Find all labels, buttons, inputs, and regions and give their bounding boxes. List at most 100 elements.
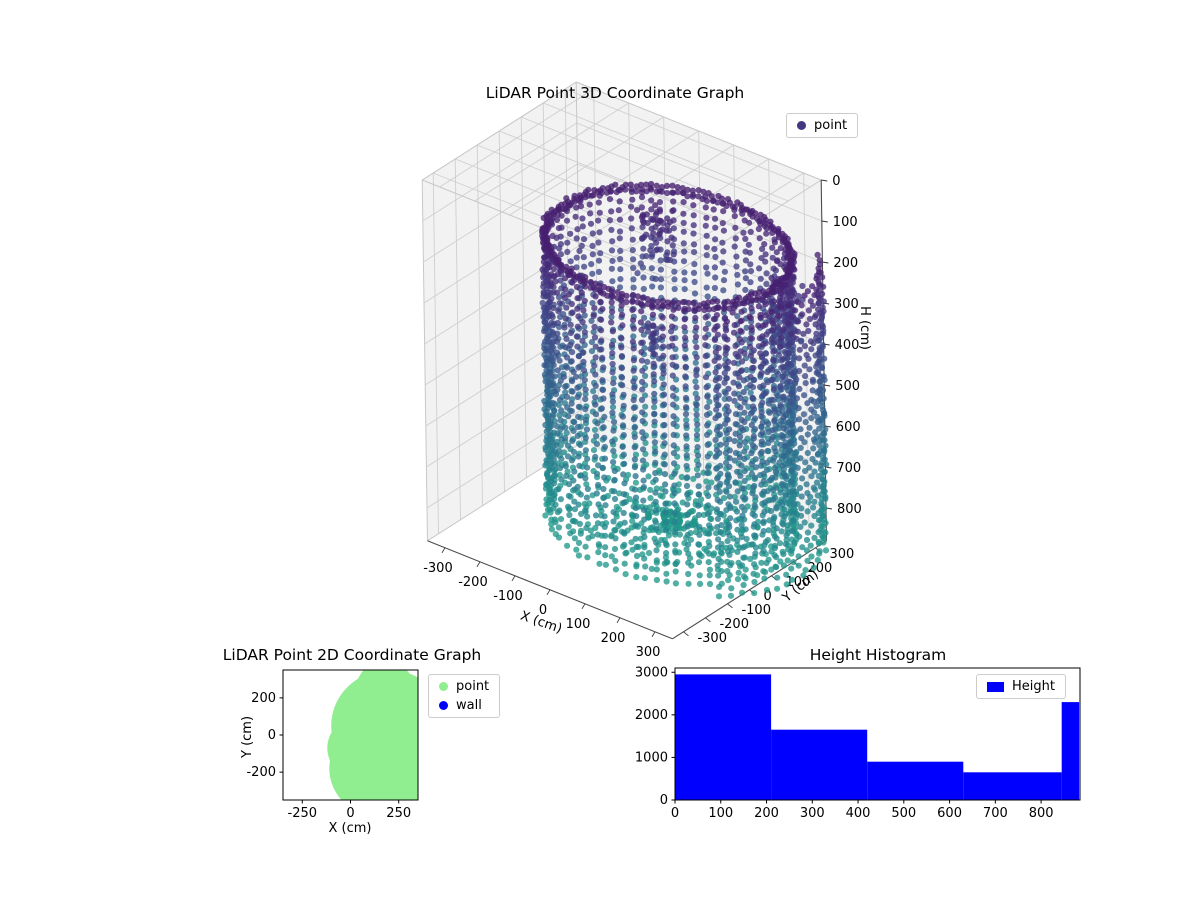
tick-label: 100 (708, 806, 733, 821)
grid-line (565, 88, 811, 188)
tick-label: 500 (891, 806, 916, 821)
tick-mark (824, 384, 831, 387)
tick-mark (824, 425, 831, 428)
legend-label: Height (1012, 679, 1055, 694)
legend-label: wall (456, 698, 482, 713)
tick-label: -300 (697, 631, 727, 646)
grid-line (575, 81, 582, 443)
tick-label: 300 (834, 297, 859, 312)
tick-mark (705, 617, 711, 623)
tick-mark (581, 603, 586, 610)
point-marker-icon (797, 121, 806, 130)
legend-label: point (456, 679, 490, 694)
tick-label: -250 (288, 806, 318, 821)
grid-line (499, 130, 745, 230)
tick-label: 200 (754, 806, 779, 821)
tick-label: 300 (636, 645, 661, 660)
tick-label: 0 (268, 728, 276, 743)
grid-line (423, 163, 578, 263)
tick-label: 0 (346, 806, 354, 821)
tick-label: 700 (983, 806, 1008, 821)
tick-label: 0 (832, 174, 840, 189)
grid-line (663, 116, 670, 478)
tick-label: -200 (458, 575, 488, 590)
tick-label: 3000 (635, 665, 668, 680)
tick-mark (546, 589, 551, 596)
grid-line (421, 81, 577, 181)
grid-line (576, 122, 822, 222)
axes-spines-histogram (674, 667, 1081, 801)
tick-mark (821, 220, 828, 223)
tick-mark (821, 179, 828, 182)
histogram-bar (963, 772, 1062, 800)
legend-label: point (814, 118, 848, 133)
tick-label: 0 (660, 793, 668, 808)
axes-2d: -250 0 250 -200 0 200 (246, 669, 419, 821)
grid-line (476, 144, 483, 506)
x-axis-label-2d: X (cm) (328, 821, 372, 836)
grid-line (422, 122, 578, 222)
grid-line (576, 81, 822, 181)
tick-label: 300 (800, 806, 825, 821)
grid-line (432, 172, 439, 534)
tick-label: 800 (1029, 806, 1054, 821)
grid-line (520, 116, 527, 478)
tick-label: 400 (846, 806, 871, 821)
tick-label: -200 (719, 617, 749, 632)
grid-line (628, 102, 635, 464)
tick-label: 600 (937, 806, 962, 821)
tick-label: 300 (829, 547, 854, 562)
grid-line (593, 88, 600, 450)
tick-label: 0 (539, 603, 547, 618)
tick-label: 400 (835, 338, 860, 353)
tick-label: 600 (836, 420, 861, 435)
point-blob (356, 670, 415, 717)
tick-mark (511, 575, 516, 582)
tick-label: 250 (386, 806, 411, 821)
histogram-bar (675, 674, 772, 800)
point-blob (327, 715, 395, 781)
wall-marker-icon (439, 701, 448, 710)
point-region-2d (327, 670, 418, 800)
tick-label: 100 (833, 215, 858, 230)
tick-label: 1000 (635, 750, 668, 765)
tick-label: -100 (741, 603, 771, 618)
title-histogram: Height Histogram (809, 646, 947, 664)
grid-line (454, 158, 461, 520)
tick-label: 200 (807, 561, 832, 576)
tick-label: -100 (493, 589, 523, 604)
tick-mark (727, 603, 733, 609)
tick-mark (822, 261, 829, 264)
tick-label: 200 (833, 256, 858, 271)
tick-label: 700 (836, 461, 861, 476)
legend-3d: point (786, 113, 859, 138)
tick-label: 0 (671, 806, 679, 821)
tick-label: 100 (566, 617, 591, 632)
grid-line (498, 130, 505, 492)
histogram-bar (771, 729, 868, 800)
tick-label: -200 (246, 765, 276, 780)
legend-entry-point-2d: point (439, 679, 489, 694)
point-marker-icon (439, 682, 448, 691)
tick-mark (441, 547, 446, 554)
legend-2d: point wall (428, 674, 501, 718)
grid-line (543, 102, 789, 202)
tick-label: -300 (423, 561, 453, 576)
title-2d: LiDAR Point 2D Coordinate Graph (222, 646, 482, 664)
histogram-bar (1061, 702, 1080, 800)
tick-mark (616, 617, 621, 624)
tick-label: 800 (837, 502, 862, 517)
title-3d: LiDAR Point 3D Coordinate Graph (485, 84, 745, 102)
legend-entry-height: Height (987, 679, 1055, 694)
tick-label: 200 (251, 691, 276, 706)
histogram-bar (867, 761, 964, 800)
point-cloud-3d (539, 180, 830, 600)
tick-mark (683, 631, 689, 637)
height-patch-icon (987, 681, 1004, 692)
axes-histogram: 0 100 200 300 400 500 600 700 800 0 1000 2000 3000 (635, 665, 1081, 821)
tick-label: 500 (835, 379, 860, 394)
grid-line (421, 179, 428, 541)
tick-label: 2000 (635, 708, 668, 723)
tick-label: 200 (601, 631, 626, 646)
